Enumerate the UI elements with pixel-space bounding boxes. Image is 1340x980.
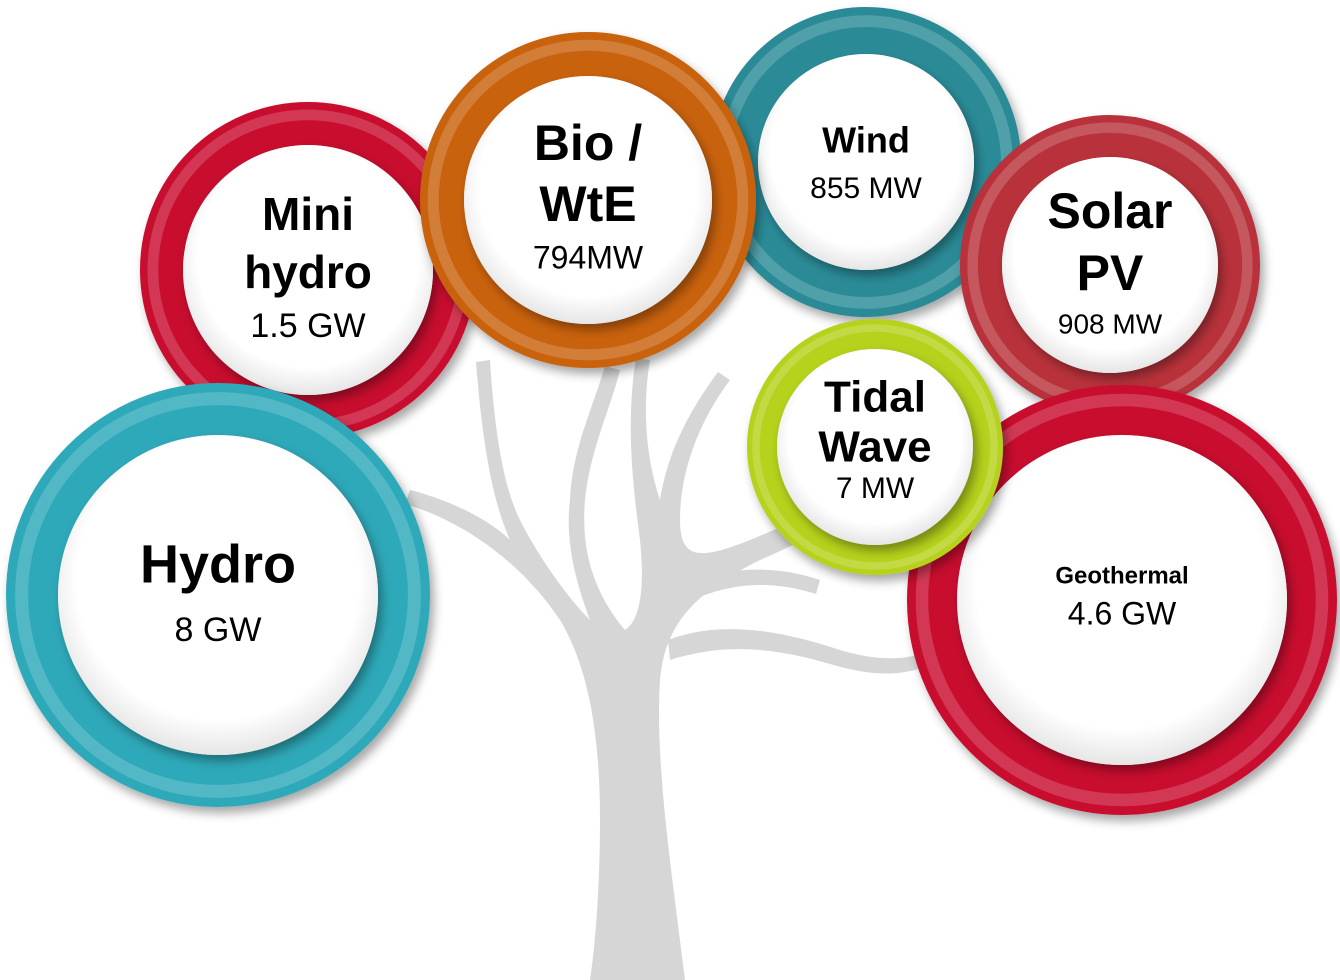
energy-node: Mini hydro 1.5 GW — [153, 115, 463, 425]
node-value: 8 GW — [175, 611, 262, 649]
node-label: hydro — [244, 246, 372, 298]
node-label: Wind — [822, 120, 910, 161]
node-value: 7 MW — [836, 472, 915, 505]
node-value: 4.6 GW — [1068, 595, 1177, 631]
node-value: 794MW — [533, 239, 644, 275]
node-label: WtE — [539, 176, 636, 232]
node-label: Solar — [1047, 183, 1172, 239]
node-label: Mini — [262, 188, 354, 240]
node-label: Wave — [818, 423, 931, 472]
node-value: 1.5 GW — [250, 307, 365, 345]
diagram: Wind 855 MW Mini hydro 1.5 GW Bio /WtE 794MW So… — [0, 0, 1340, 980]
node-value: 855 MW — [810, 172, 922, 205]
nodes: Wind 855 MW Mini hydro 1.5 GW Bio /WtE 794MW So… — [22, 21, 1322, 800]
node-face — [58, 435, 378, 755]
node-label: Bio / — [534, 115, 642, 171]
node-label: Tidal — [824, 373, 926, 422]
node-label: Geothermal — [1055, 562, 1188, 589]
node-label: Hydro — [140, 534, 296, 594]
node-face — [758, 54, 974, 270]
page: {"nodes": [ {"label": ["Hydro"], "value"… — [0, 0, 1340, 980]
node-label: PV — [1077, 245, 1144, 301]
energy-node: Solar PV 908 MW — [973, 128, 1248, 403]
energy-node: Bio /WtE 794MW — [433, 45, 743, 355]
energy-node: Hydro 8 GW — [22, 399, 415, 792]
node-value: 908 MW — [1058, 308, 1163, 339]
